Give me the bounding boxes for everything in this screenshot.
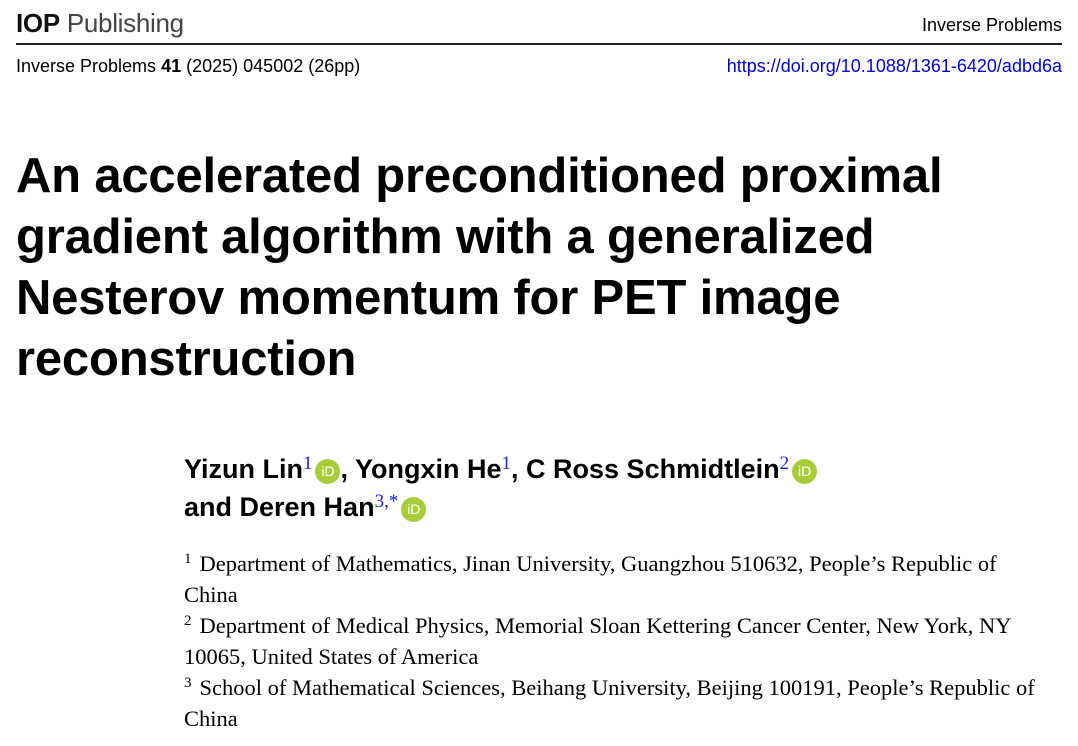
citation-journal: Inverse Problems [16, 56, 157, 76]
paper-title: An accelerated preconditioned proximal g… [16, 149, 943, 386]
affiliation: 1 Department of Mathematics, Jinan Univer… [184, 548, 1044, 610]
journal-name: Inverse Problems [921, 15, 1062, 35]
affiliation-ref[interactable]: 2 [779, 453, 790, 474]
logo-bold: IOP [16, 8, 60, 38]
author-name[interactable]: Deren Han [239, 492, 375, 522]
logo-text: Publishing [66, 8, 184, 38]
citation: Inverse Problems 41 (2025) 045002 (26pp) [16, 56, 360, 77]
affiliation-number: 1 [184, 551, 192, 567]
citation-details: (2025) 045002 (26pp) [186, 56, 361, 76]
orcid-icon[interactable]: iD [792, 459, 818, 484]
affiliation: 2 Department of Medical Physics, Memorial… [184, 610, 1044, 672]
author-name[interactable]: Yongxin He [355, 454, 502, 484]
affiliation-ref[interactable]: 1 [302, 453, 313, 474]
affiliation: 3 School of Mathematical Sciences, Beihan… [184, 672, 1044, 734]
affiliation-text: Department of Medical Physics, Memorial … [184, 613, 1011, 669]
affiliation-ref[interactable]: 1 [501, 453, 512, 474]
author-name[interactable]: C Ross Schmidtlein [526, 454, 780, 484]
separator: , [340, 454, 355, 484]
citation-volume: 41 [161, 56, 182, 76]
orcid-icon[interactable]: iD [315, 459, 341, 484]
affiliation-text: Department of Mathematics, Jinan Univers… [184, 551, 997, 607]
separator: , [511, 454, 527, 484]
author-name[interactable]: Yizun Lin [184, 454, 303, 484]
affiliation-number: 3 [184, 675, 192, 691]
publisher-logo: IOP Publishing [16, 8, 184, 39]
affiliation-text: School of Mathematical Sciences, Beihang… [184, 675, 1035, 731]
doi-link[interactable]: https://doi.org/10.1088/1361-6420/adbd6a [726, 56, 1062, 76]
affiliation-number: 2 [184, 613, 192, 629]
affiliation-ref[interactable]: 3,* [374, 491, 399, 512]
author-list: Yizun Lin1 iD, Yongxin He1, C Ross Schmid… [184, 450, 818, 526]
page-header: IOP Publishing Inverse Problems [16, 6, 1062, 45]
affiliations: 1 Department of Mathematics, Jinan Univer… [184, 548, 1044, 734]
separator: and [184, 492, 240, 522]
orcid-icon[interactable]: iD [401, 497, 427, 522]
